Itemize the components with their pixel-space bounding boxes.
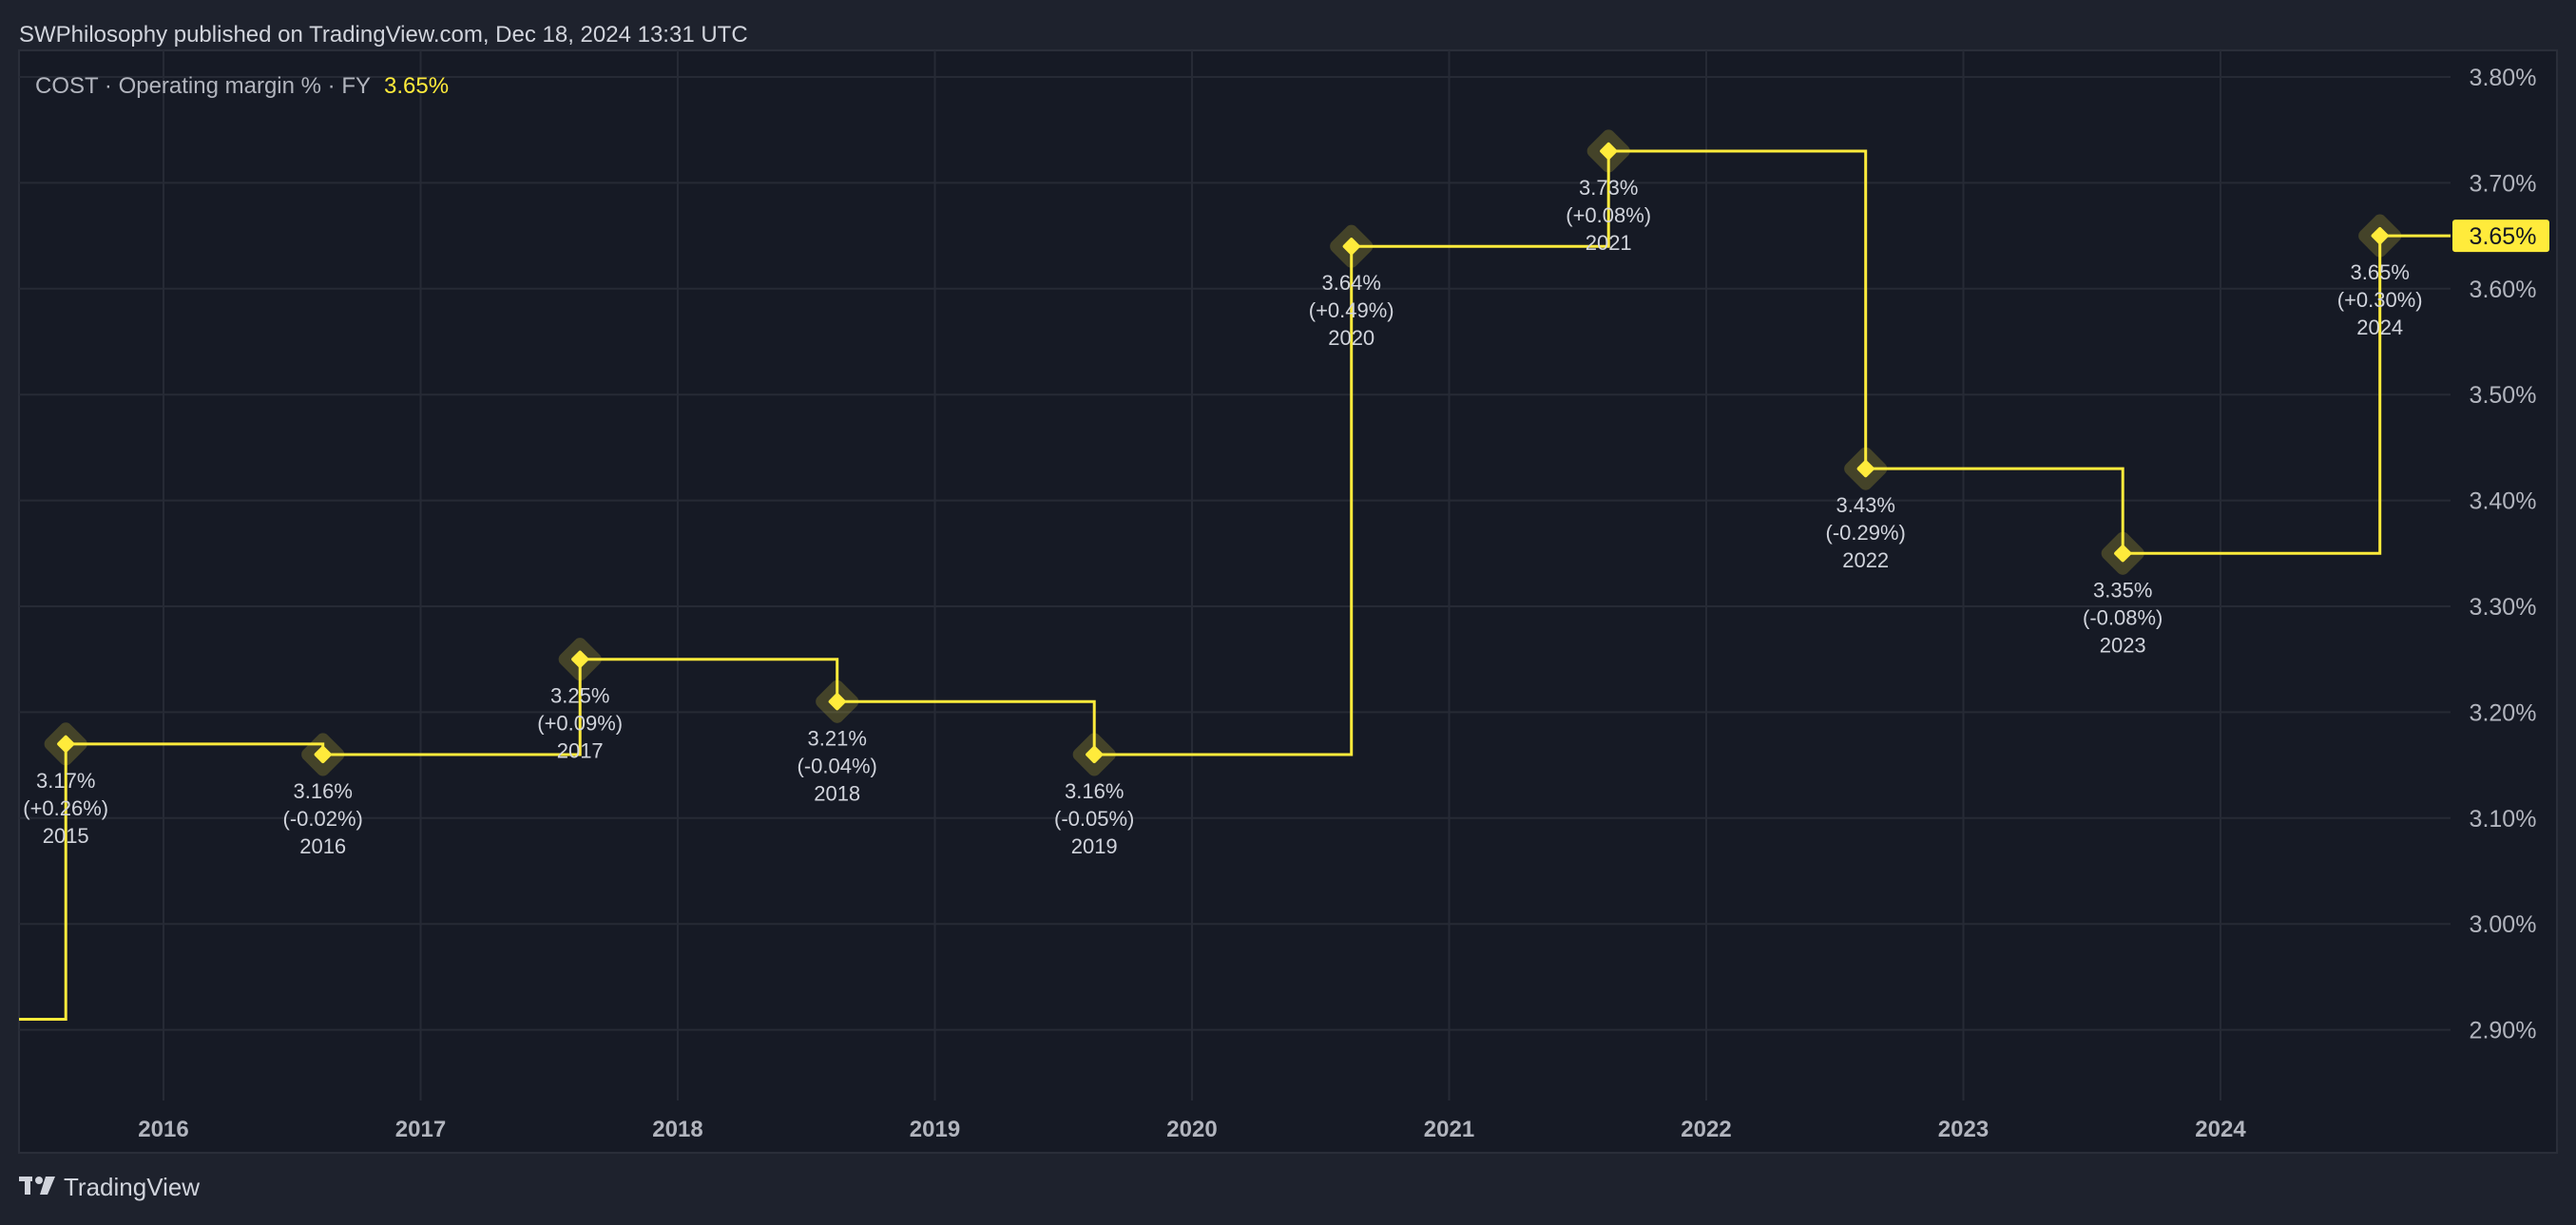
point-marker	[1086, 745, 1104, 764]
point-change-label: (-0.29%)	[1826, 521, 1906, 545]
point-value-label: 3.16%	[294, 779, 353, 803]
y-tick-label: 2.90%	[2470, 1018, 2537, 1044]
x-tick-label: 2020	[1166, 1117, 1217, 1142]
chart-frame	[18, 49, 2558, 1154]
point-marker	[1600, 142, 1618, 161]
point-year-label: 2016	[299, 834, 346, 858]
legend-title: COST · Operating margin % · FY	[35, 73, 371, 99]
y-tick-label: 3.60%	[2470, 277, 2537, 303]
tradingview-logo[interactable]: TradingView	[19, 1173, 200, 1201]
point-change-label: (+0.08%)	[1566, 203, 1651, 227]
point-change-label: (-0.04%)	[798, 754, 877, 777]
point-value-label: 3.17%	[36, 769, 95, 793]
point-value-label: 3.64%	[1322, 271, 1381, 295]
point-change-label: (+0.49%)	[1309, 298, 1394, 322]
y-tick-label: 3.50%	[2470, 382, 2537, 409]
point-labels: 3.17% (+0.26%) 2015 3.16% (-0.02%) 2016 3.25% (…	[23, 176, 2422, 858]
point-value-label: 3.73%	[1579, 176, 1638, 200]
point-year-label: 2020	[1328, 326, 1375, 350]
point-change-label: (+0.30%)	[2337, 288, 2423, 312]
point-value-label: 3.16%	[1065, 779, 1124, 803]
point-year-label: 2022	[1842, 548, 1889, 572]
point-year-label: 2023	[2100, 633, 2146, 657]
y-tick-label: 3.30%	[2470, 594, 2537, 621]
tradingview-brand: TradingView	[64, 1173, 200, 1201]
x-tick-label: 2021	[1424, 1117, 1474, 1142]
y-axis: 2.90% 3.00% 3.10% 3.20% 3.30% 3.40% 3.50% 3.60%…	[2470, 65, 2537, 1044]
grid	[19, 50, 2451, 1101]
point-marker	[57, 735, 75, 753]
tradingview-logo-icon	[19, 1177, 55, 1195]
point-marker	[2371, 227, 2389, 245]
point-value-label: 3.21%	[808, 726, 867, 750]
point-marker	[1342, 238, 1360, 256]
y-tick-label: 3.20%	[2470, 699, 2537, 726]
y-tick-label: 3.80%	[2470, 65, 2537, 91]
point-marker	[828, 693, 846, 711]
point-marker	[314, 745, 332, 764]
x-axis: 2016 2017 2018 2019 2020 2021 2022 2023 2024	[138, 1117, 2246, 1142]
point-year-label: 2024	[2356, 316, 2403, 339]
x-tick-label: 2024	[2195, 1117, 2246, 1142]
point-change-label: (+0.09%)	[537, 712, 623, 736]
point-marker	[1856, 460, 1874, 478]
y-tick-label: 3.00%	[2470, 911, 2537, 938]
badge-background	[2452, 220, 2549, 253]
point-year-label: 2017	[557, 739, 604, 763]
point-marker	[571, 650, 589, 668]
point-value-label: 3.25%	[550, 684, 609, 708]
point-value-label: 3.65%	[2351, 260, 2410, 284]
last-value-badge: 3.65%	[2452, 220, 2549, 253]
point-change-label: (-0.05%)	[1054, 807, 1134, 831]
y-tick-label: 3.40%	[2470, 488, 2537, 515]
published-header: SWPhilosophy published on TradingView.co…	[19, 22, 748, 48]
point-year-label: 2015	[43, 824, 89, 848]
point-change-label: (-0.02%)	[283, 807, 363, 831]
legend-value: 3.65%	[384, 73, 449, 99]
x-tick-label: 2022	[1681, 1117, 1731, 1142]
badge-value: 3.65%	[2470, 223, 2537, 250]
y-tick-label: 3.70%	[2470, 170, 2537, 197]
x-tick-label: 2017	[395, 1117, 446, 1142]
point-marker	[2114, 545, 2132, 563]
point-year-label: 2019	[1071, 834, 1118, 858]
point-value-label: 3.43%	[1836, 493, 1895, 517]
y-tick-label: 3.10%	[2470, 806, 2537, 833]
point-year-label: 2021	[1586, 231, 1632, 255]
series	[19, 129, 2451, 1021]
x-tick-label: 2016	[138, 1117, 188, 1142]
x-tick-label: 2019	[910, 1117, 960, 1142]
point-change-label: (+0.26%)	[23, 796, 108, 820]
point-year-label: 2018	[814, 781, 860, 805]
point-change-label: (-0.08%)	[2083, 605, 2163, 629]
point-value-label: 3.35%	[2093, 578, 2152, 602]
x-tick-label: 2023	[1938, 1117, 1989, 1142]
x-tick-label: 2018	[652, 1117, 702, 1142]
